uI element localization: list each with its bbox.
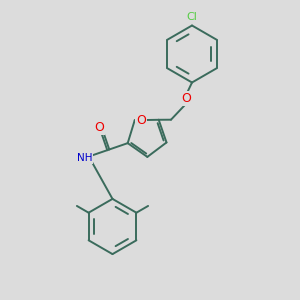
Text: O: O [94, 121, 104, 134]
Text: O: O [182, 92, 191, 105]
Text: Cl: Cl [187, 11, 197, 22]
Text: O: O [136, 114, 146, 127]
Text: NH: NH [77, 153, 92, 163]
